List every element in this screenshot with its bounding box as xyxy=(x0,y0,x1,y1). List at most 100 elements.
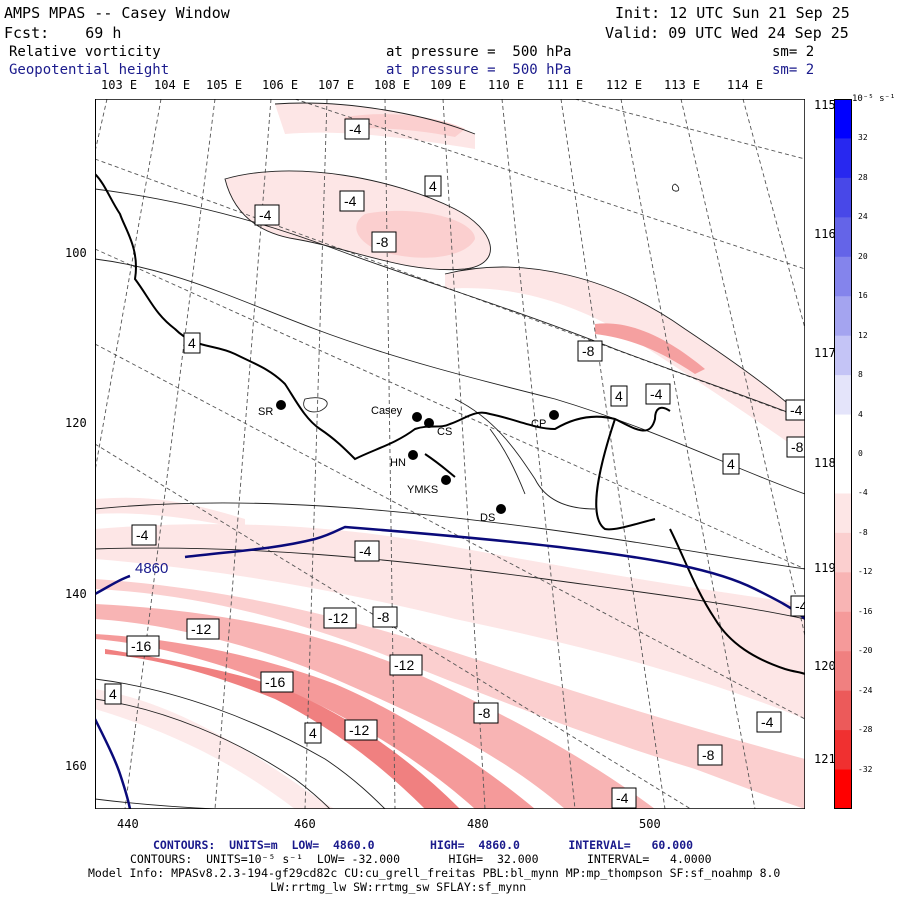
station-label-casey: Casey xyxy=(371,405,403,417)
contour-label-box xyxy=(645,383,671,405)
contour-label-box xyxy=(577,340,603,362)
colorbar-tick: 20 xyxy=(858,251,868,261)
lon-label: 108 E xyxy=(374,78,411,92)
contour-label-box xyxy=(473,702,499,724)
contour-label-text: -16 xyxy=(265,674,285,690)
station-marker-casey xyxy=(412,412,422,422)
contour-label-box xyxy=(756,711,782,733)
station-label-ymks: YMKS xyxy=(407,484,438,496)
plot-title: AMPS MPAS -- Casey Window xyxy=(4,4,230,22)
lon-label: 114 E xyxy=(727,78,764,92)
colorbar-tick: 24 xyxy=(858,212,868,222)
x-tick: 460 xyxy=(294,817,316,831)
colorbar-block xyxy=(834,375,852,416)
y-tick: 120 xyxy=(65,416,87,430)
colorbar-tick: 32 xyxy=(858,133,868,143)
colorbar-tick: 0 xyxy=(858,449,863,458)
contour-label-text: -12 xyxy=(394,657,414,673)
field1-smoothing: sm= 2 xyxy=(772,44,815,60)
contour-label-box xyxy=(186,618,220,640)
colorbar-block xyxy=(834,414,852,455)
colorbar-block xyxy=(834,690,852,731)
contour-label-text: 4 xyxy=(309,725,317,741)
contour-label-box xyxy=(371,231,397,253)
contour-label-text: -12 xyxy=(191,621,211,637)
station-label-cs: CS xyxy=(437,426,452,438)
colorbar-tick: -28 xyxy=(858,725,873,735)
station-label-sr: SR xyxy=(258,406,273,418)
geopotential-contour xyxy=(95,525,805,809)
x-tick: 440 xyxy=(117,817,139,831)
contour-label-text: -8 xyxy=(478,705,491,721)
contour-label-text: -8 xyxy=(702,747,715,763)
contour-label-box xyxy=(611,787,637,809)
contour-label-text: -4 xyxy=(344,193,357,209)
field2-level: at pressure = 500 hPa xyxy=(386,62,572,78)
colorbar-block xyxy=(834,217,852,258)
colorbar-tick: 16 xyxy=(858,291,868,301)
field2-smoothing: sm= 2 xyxy=(772,62,815,78)
colorbar xyxy=(834,99,852,809)
contour-label-box xyxy=(104,683,122,705)
footer-model-info: Model Info: MPASv8.2.3-194-gf29cd82c CU:… xyxy=(88,866,781,880)
valid-time: Valid: 09 UTC Wed 24 Sep 25 xyxy=(605,24,849,42)
lon-label: 112 E xyxy=(606,78,643,92)
contour-label-box xyxy=(131,524,157,546)
station-markers: SR Casey CS HN YMKS CP DS xyxy=(258,400,559,524)
contour-label-box xyxy=(254,204,280,226)
lon-label: 106 E xyxy=(262,78,299,92)
colorbar-tick: 28 xyxy=(858,172,868,182)
station-label-hn: HN xyxy=(390,457,406,469)
contour-label-box xyxy=(389,654,423,676)
x-tick: 480 xyxy=(467,817,489,831)
field1-level: at pressure = 500 hPa xyxy=(386,44,572,60)
station-marker-cs xyxy=(424,418,434,428)
lon-label: 107 E xyxy=(318,78,355,92)
footer-vorticity-contours: CONTOURS: UNITS=10⁻⁵ s⁻¹ LOW= -32.000 HI… xyxy=(130,852,712,866)
contour-label-text: -4 xyxy=(259,207,272,223)
colorbar-block xyxy=(834,177,852,218)
contour-label-text: -8 xyxy=(791,439,804,455)
vorticity-contours xyxy=(95,102,805,809)
station-marker-ymks xyxy=(441,475,451,485)
forecast-hour: Fcst: 69 h xyxy=(4,24,122,42)
contour-labels: -4 4 -4 -4 -8 4 -8 4 -4 -4 -8 4 -4 -4 -4 -8 -12 -12 -16 -12… xyxy=(104,118,805,809)
colorbar-block xyxy=(834,138,852,179)
lon-label: 113 E xyxy=(664,78,701,92)
contour-label-box xyxy=(126,635,160,657)
lon-label: 103 E xyxy=(101,78,138,92)
y-tick: 100 xyxy=(65,246,87,260)
contour-label-text: -12 xyxy=(328,610,348,626)
lon-label: 111 E xyxy=(547,78,584,92)
contour-label-text: 4 xyxy=(615,388,623,404)
contour-label-text: -4 xyxy=(616,790,629,806)
contour-label-text: 4 xyxy=(109,686,117,702)
contour-label-box xyxy=(260,671,294,693)
contour-label-box xyxy=(344,118,370,140)
colorbar-tick: 8 xyxy=(858,370,863,380)
contour-label-text: -16 xyxy=(131,638,151,654)
contour-label-box xyxy=(786,436,805,458)
contour-label-text: -12 xyxy=(349,722,369,738)
contour-label-box xyxy=(697,744,723,766)
contour-label-text: -8 xyxy=(582,343,595,359)
field2-name: Geopotential height xyxy=(9,62,170,78)
contour-label-text: 4 xyxy=(188,335,196,351)
contour-label-text: -4 xyxy=(790,402,803,418)
y-tick: 140 xyxy=(65,587,87,601)
colorbar-block xyxy=(834,335,852,376)
contour-label-text: -8 xyxy=(377,609,390,625)
contour-label-text: -4 xyxy=(795,598,805,614)
lon-label: 109 E xyxy=(430,78,467,92)
contour-label-box xyxy=(339,190,365,212)
contour-label-text: -4 xyxy=(761,714,774,730)
colorbar-block xyxy=(834,296,852,337)
contour-label-box xyxy=(785,399,805,421)
colorbar-tick: -16 xyxy=(858,606,873,616)
colorbar-block xyxy=(834,256,852,297)
contour-label-text: -8 xyxy=(376,234,389,250)
contour-label-text: -4 xyxy=(349,121,362,137)
contour-label-text: 4 xyxy=(429,178,437,194)
colorbar-tick: 4 xyxy=(858,409,863,419)
contour-label-box xyxy=(424,175,442,197)
